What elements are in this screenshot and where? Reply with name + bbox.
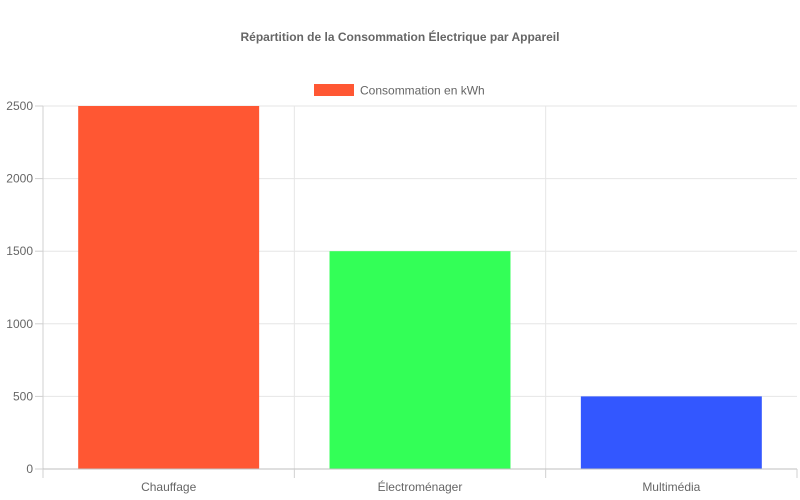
legend-label: Consommation en kWh (360, 84, 485, 98)
y-tick-label: 1000 (6, 317, 33, 331)
legend-swatch (314, 84, 354, 96)
bar[interactable] (580, 396, 762, 469)
x-tick-label: Électroménager (378, 479, 463, 494)
chart-title: Répartition de la Consommation Électriqu… (241, 29, 560, 44)
y-axis-ticks: 0 500 1000 1500 2000 2500 (6, 99, 43, 476)
y-tick-label: 0 (26, 462, 33, 476)
y-tick-label: 500 (13, 389, 33, 403)
y-tick-label: 1500 (6, 244, 33, 258)
axes (35, 106, 797, 478)
legend[interactable]: Consommation en kWh (314, 84, 485, 98)
bar[interactable] (78, 106, 260, 469)
x-axis-ticks: Chauffage Électroménager Multimédia (42, 469, 798, 494)
x-tick-label: Multimédia (642, 480, 700, 494)
bars (78, 106, 762, 469)
x-tick-label: Chauffage (141, 480, 196, 494)
y-tick-label: 2500 (6, 99, 33, 113)
y-tick-label: 2000 (6, 172, 33, 186)
bar[interactable] (329, 251, 511, 469)
